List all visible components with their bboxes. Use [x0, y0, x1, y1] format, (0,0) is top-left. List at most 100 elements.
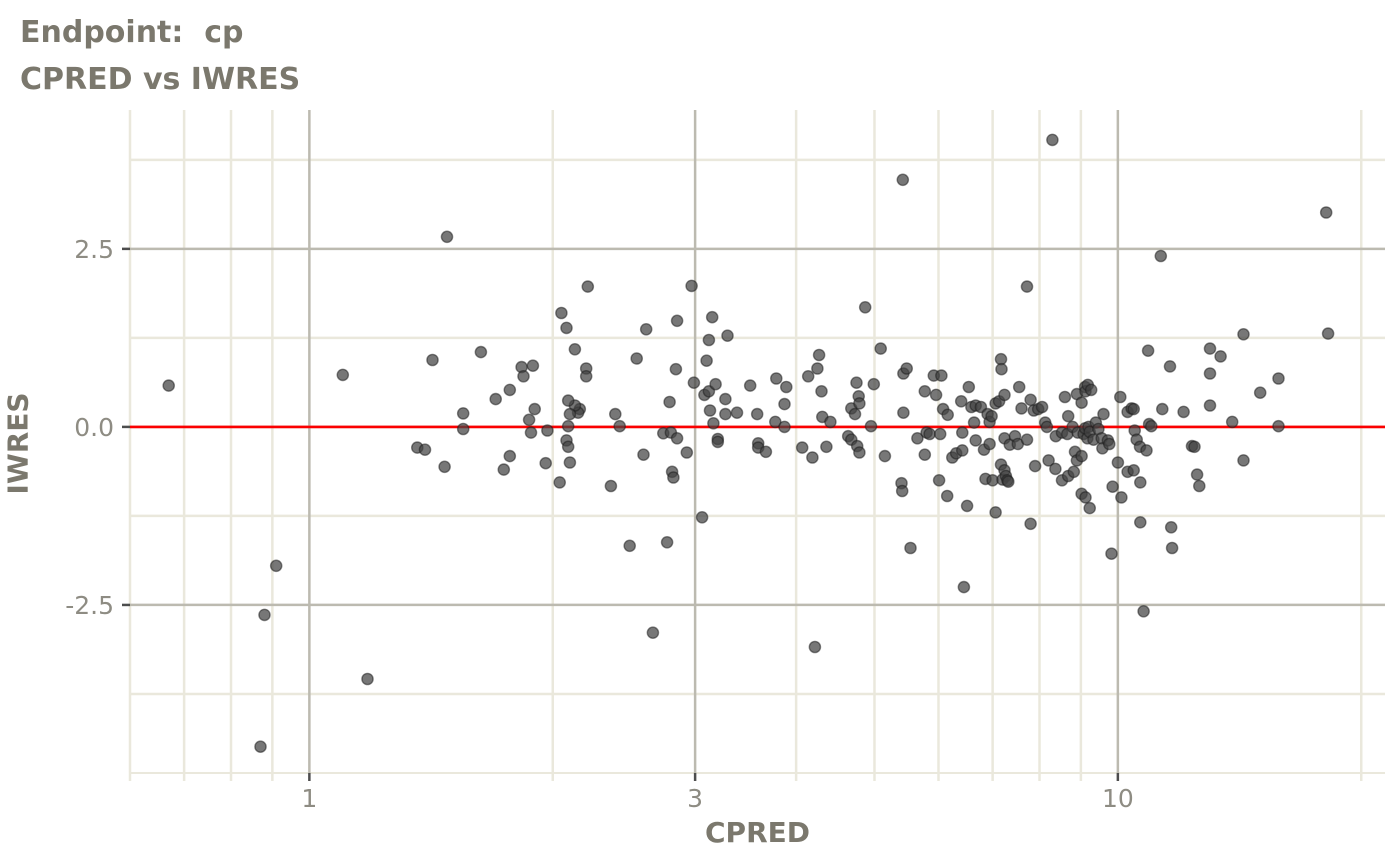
data-point — [489, 392, 503, 406]
data-point — [853, 397, 866, 410]
data-point — [1105, 547, 1118, 561]
data-point — [1127, 463, 1140, 477]
data-point — [878, 449, 892, 463]
data-point — [1046, 133, 1059, 147]
data-point — [967, 416, 981, 429]
data-point — [995, 362, 1008, 376]
data-point — [162, 379, 175, 392]
data-point — [1203, 367, 1217, 380]
data-point — [669, 362, 683, 376]
data-point — [864, 419, 878, 433]
data-point — [609, 407, 622, 421]
data-point — [685, 279, 698, 293]
data-point — [687, 376, 701, 390]
data-point — [1203, 399, 1217, 412]
data-point — [770, 372, 783, 385]
data-point — [709, 377, 722, 391]
data-point — [969, 434, 983, 447]
data-point — [1028, 459, 1042, 473]
data-point — [1203, 342, 1217, 355]
data-point — [900, 362, 914, 375]
data-point — [962, 380, 976, 394]
data-point — [560, 321, 573, 335]
data-point — [778, 397, 791, 411]
data-point — [1134, 476, 1147, 489]
data-point — [721, 329, 734, 343]
data-point — [639, 322, 653, 336]
data-point — [269, 559, 283, 573]
data-point — [1193, 479, 1206, 493]
data-point — [719, 392, 732, 406]
data-point — [707, 416, 720, 430]
data-point — [637, 448, 650, 462]
data-point — [941, 408, 955, 422]
data-point — [561, 440, 575, 454]
data-point — [426, 353, 439, 367]
data-point — [1163, 360, 1177, 373]
data-point — [815, 384, 828, 398]
data-point — [985, 409, 998, 423]
data-point — [1103, 437, 1116, 451]
data-point — [824, 415, 837, 429]
data-point — [418, 443, 432, 457]
title-block: Endpoint: cp CPRED vs IWRES — [20, 10, 300, 103]
data-point — [1067, 465, 1081, 479]
data-point — [1321, 327, 1335, 340]
data-point — [1214, 350, 1227, 363]
data-point — [956, 444, 969, 457]
data-point — [695, 510, 709, 524]
data-point — [858, 300, 872, 314]
data-point — [954, 394, 968, 408]
x-axis-title: CPRED — [705, 816, 810, 849]
data-point — [911, 431, 924, 445]
data-point — [623, 539, 637, 553]
data-point — [811, 362, 824, 375]
data-point — [1127, 402, 1140, 416]
data-point — [438, 460, 451, 474]
data-point — [517, 369, 530, 383]
data-point — [1020, 433, 1034, 447]
data-point — [613, 419, 627, 433]
data-point — [933, 427, 947, 441]
data-point — [1024, 393, 1037, 407]
data-point — [579, 369, 593, 383]
data-point — [1084, 383, 1098, 397]
data-point — [960, 499, 974, 513]
data-point — [1097, 407, 1110, 421]
data-point — [957, 580, 971, 594]
data-point — [820, 440, 833, 454]
data-point — [1015, 402, 1028, 415]
data-point — [918, 448, 932, 462]
data-point — [561, 419, 575, 433]
data-point — [680, 446, 694, 459]
data-point — [1040, 420, 1054, 434]
data-point — [1188, 440, 1201, 454]
data-point — [563, 407, 577, 421]
data-point — [561, 394, 575, 407]
data-point — [918, 384, 932, 398]
data-point — [1083, 501, 1096, 515]
y-axis-title: IWRES — [1, 392, 35, 495]
data-point — [929, 388, 943, 402]
data-point — [336, 368, 350, 382]
data-point — [1164, 521, 1178, 534]
data-point — [1058, 390, 1072, 404]
data-point — [1020, 280, 1034, 293]
x-tick-label: 3 — [687, 784, 703, 813]
data-point — [932, 473, 946, 487]
data-point — [670, 431, 684, 445]
data-point — [848, 407, 862, 421]
data-point — [935, 369, 948, 382]
data-point — [1272, 419, 1285, 433]
data-point — [983, 437, 996, 451]
data-point — [1237, 327, 1250, 341]
data-point — [702, 333, 716, 347]
data-point — [1137, 605, 1150, 618]
data-point — [1141, 344, 1155, 358]
data-point — [998, 388, 1011, 402]
data-point — [801, 369, 815, 383]
data-point — [528, 402, 542, 416]
data-point — [1253, 386, 1267, 400]
plot-subtitle: CPRED vs IWRES — [20, 61, 301, 97]
data-point — [895, 484, 909, 498]
